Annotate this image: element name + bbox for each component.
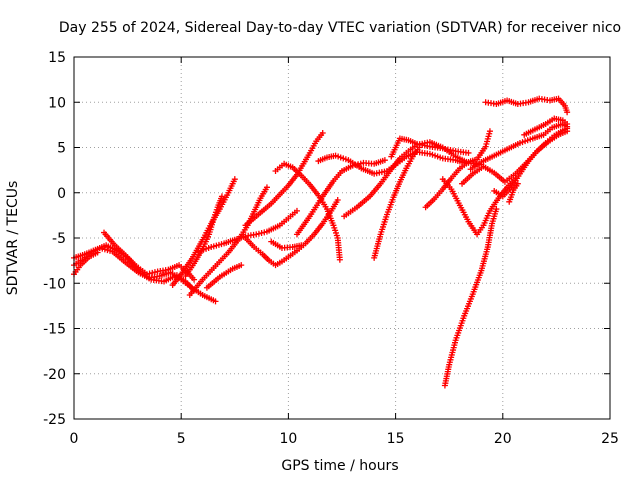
data-point — [465, 149, 472, 156]
data-point — [94, 249, 101, 256]
y-tick-label: -15 — [43, 322, 66, 338]
y-tick-label: -5 — [52, 231, 66, 247]
series-sat-g — [203, 262, 245, 291]
series-sat-x — [521, 115, 571, 138]
x-tick-label: 25 — [601, 431, 619, 447]
data-point — [263, 184, 270, 191]
y-tick-label: -20 — [43, 367, 66, 383]
series-sat-y — [482, 95, 571, 116]
y-ticks: -25 -20 -15 -10 -5 0 5 10 15 — [43, 50, 610, 428]
x-tick-label: 0 — [70, 431, 79, 447]
data-point — [298, 242, 305, 249]
data-point — [493, 206, 500, 213]
data-point — [253, 231, 260, 238]
data-point — [336, 256, 343, 263]
series-sat-l — [272, 160, 343, 263]
chart-title: Day 255 of 2024, Sidereal Day-to-day VTE… — [59, 20, 621, 36]
x-tick-label: 20 — [494, 431, 512, 447]
grid — [74, 57, 610, 419]
y-tick-label: -10 — [43, 276, 66, 292]
data-point — [212, 298, 219, 305]
y-tick-label: 0 — [57, 186, 66, 202]
data-point — [258, 230, 265, 237]
x-tick-label: 15 — [387, 431, 405, 447]
data-point — [293, 207, 300, 214]
data-point — [486, 128, 493, 135]
series-sat-r — [422, 128, 493, 211]
data-point — [231, 176, 238, 183]
data-point — [146, 270, 153, 277]
data-point — [255, 230, 262, 237]
data-point — [149, 269, 156, 276]
series-sat-f — [186, 184, 270, 299]
series-sat-w — [491, 125, 571, 200]
x-tick-label: 5 — [177, 431, 186, 447]
series-sat-k — [268, 238, 305, 251]
series-sat-t — [441, 206, 500, 389]
y-tick-label: 5 — [57, 141, 66, 157]
x-ticks: 0 5 10 15 20 25 — [70, 57, 619, 447]
x-axis-label: GPS time / hours — [281, 458, 398, 474]
y-axis-label: SDTVAR / TECUs — [5, 181, 21, 296]
series-sat-p — [371, 144, 423, 261]
plot-frame — [73, 56, 611, 420]
series-sat-q — [388, 135, 472, 160]
series-sat-aa — [506, 180, 521, 205]
data-point — [514, 180, 521, 187]
y-tick-label: -25 — [43, 412, 66, 428]
data-point — [191, 276, 198, 283]
data-point — [564, 120, 571, 127]
data-point — [238, 262, 245, 269]
series-sat-i — [242, 130, 326, 229]
data-point — [381, 157, 388, 164]
data-point — [143, 271, 150, 278]
data-point — [319, 130, 326, 137]
data-points — [71, 95, 571, 389]
series-sat-n — [315, 149, 468, 177]
series-sat-s — [439, 175, 519, 238]
series-sat-j — [242, 196, 341, 269]
data-point — [151, 269, 158, 276]
data-point — [218, 193, 225, 200]
data-point — [261, 229, 268, 236]
y-tick-label: 10 — [48, 95, 66, 111]
x-tick-label: 10 — [279, 431, 297, 447]
data-point — [334, 196, 341, 203]
series-sat-m — [293, 157, 388, 238]
series-sat-v — [467, 120, 571, 173]
data-point — [564, 109, 571, 116]
y-tick-label: 15 — [48, 50, 66, 66]
